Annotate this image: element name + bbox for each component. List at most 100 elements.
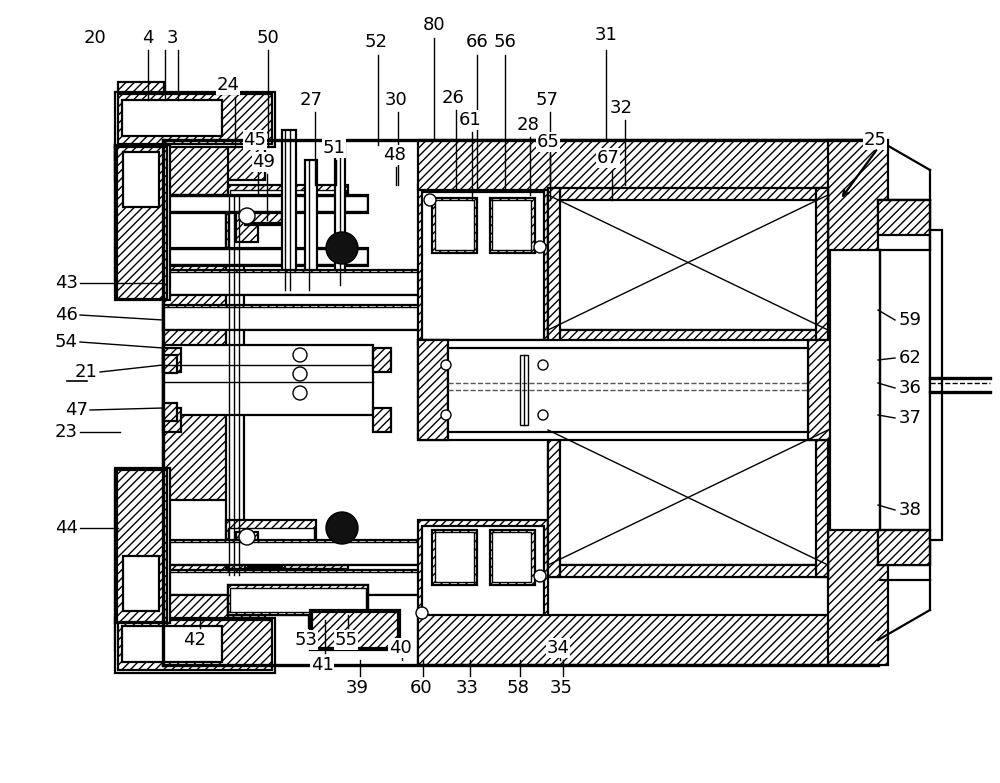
Text: 37: 37 bbox=[898, 409, 922, 427]
Bar bbox=[118, 100, 218, 122]
Text: 42: 42 bbox=[184, 631, 207, 649]
Text: 52: 52 bbox=[364, 33, 388, 51]
Bar bbox=[163, 570, 418, 595]
Bar bbox=[163, 305, 418, 330]
Text: 50: 50 bbox=[257, 29, 279, 47]
Bar bbox=[435, 200, 474, 250]
Text: 56: 56 bbox=[494, 33, 516, 51]
Bar bbox=[490, 198, 535, 253]
Bar bbox=[230, 190, 346, 204]
Bar bbox=[448, 348, 808, 432]
Text: 62: 62 bbox=[899, 349, 921, 367]
Bar bbox=[118, 94, 272, 144]
Text: 45: 45 bbox=[244, 131, 266, 149]
Bar bbox=[548, 330, 828, 342]
Text: 65: 65 bbox=[537, 133, 559, 151]
Bar bbox=[418, 340, 448, 440]
Text: 27: 27 bbox=[300, 91, 322, 109]
Bar bbox=[808, 340, 838, 440]
Bar bbox=[228, 565, 348, 587]
Circle shape bbox=[239, 529, 255, 545]
Text: 44: 44 bbox=[55, 519, 78, 537]
Bar bbox=[816, 188, 828, 343]
Circle shape bbox=[416, 607, 428, 619]
Bar bbox=[312, 612, 398, 648]
Text: 58: 58 bbox=[507, 679, 529, 697]
Bar bbox=[163, 408, 181, 432]
Bar bbox=[245, 550, 285, 568]
Circle shape bbox=[293, 367, 307, 381]
Bar bbox=[230, 588, 366, 612]
Bar bbox=[163, 542, 418, 564]
Text: 46: 46 bbox=[55, 306, 78, 324]
Bar bbox=[226, 195, 244, 575]
Bar bbox=[282, 130, 296, 290]
Circle shape bbox=[239, 208, 255, 224]
Bar bbox=[163, 540, 418, 565]
Bar bbox=[878, 200, 930, 235]
Bar bbox=[163, 572, 418, 594]
Bar bbox=[115, 468, 170, 623]
Bar bbox=[118, 620, 272, 670]
Bar bbox=[305, 160, 317, 290]
Bar bbox=[123, 152, 159, 207]
Text: 26: 26 bbox=[442, 89, 464, 107]
Bar bbox=[117, 147, 167, 299]
Bar bbox=[830, 250, 880, 530]
Text: 67: 67 bbox=[597, 149, 619, 167]
Bar bbox=[122, 626, 222, 662]
Bar bbox=[228, 185, 348, 207]
Text: 38: 38 bbox=[899, 501, 921, 519]
Text: 4: 4 bbox=[142, 29, 154, 47]
Text: 47: 47 bbox=[65, 401, 88, 419]
Bar bbox=[118, 620, 164, 665]
Bar bbox=[118, 638, 218, 660]
Bar bbox=[245, 207, 285, 225]
Bar bbox=[878, 200, 930, 565]
Text: 3: 3 bbox=[166, 29, 178, 47]
Bar bbox=[125, 107, 157, 122]
Bar bbox=[226, 200, 316, 255]
Bar bbox=[230, 568, 346, 582]
Bar bbox=[435, 532, 474, 582]
Bar bbox=[165, 249, 367, 264]
Bar bbox=[125, 640, 157, 655]
Bar bbox=[548, 423, 560, 577]
Bar bbox=[418, 615, 878, 665]
Bar bbox=[228, 585, 368, 615]
Bar bbox=[548, 430, 828, 565]
Bar bbox=[163, 195, 228, 260]
Text: 36: 36 bbox=[899, 379, 921, 397]
Text: 28: 28 bbox=[517, 116, 539, 134]
Circle shape bbox=[441, 360, 451, 370]
Bar bbox=[115, 92, 275, 147]
Text: 30: 30 bbox=[385, 91, 407, 109]
Bar bbox=[165, 196, 367, 211]
Bar bbox=[520, 355, 528, 425]
Bar bbox=[548, 565, 828, 577]
Text: 35: 35 bbox=[550, 679, 572, 697]
Bar bbox=[163, 348, 181, 372]
Bar bbox=[310, 610, 400, 650]
Bar bbox=[163, 345, 373, 415]
Text: 80: 80 bbox=[423, 16, 445, 34]
Text: 60: 60 bbox=[410, 679, 432, 697]
Bar bbox=[163, 195, 368, 213]
Text: 57: 57 bbox=[536, 91, 558, 109]
Circle shape bbox=[326, 232, 358, 264]
Text: 32: 32 bbox=[610, 99, 633, 117]
Text: 41: 41 bbox=[311, 656, 333, 674]
Text: 39: 39 bbox=[346, 679, 368, 697]
Circle shape bbox=[424, 194, 436, 206]
Bar bbox=[163, 272, 418, 294]
Bar bbox=[418, 340, 838, 440]
Text: 61: 61 bbox=[459, 111, 481, 129]
Bar bbox=[118, 82, 164, 112]
Text: 49: 49 bbox=[252, 153, 276, 171]
Bar bbox=[118, 640, 164, 670]
Bar bbox=[228, 208, 314, 248]
Bar bbox=[878, 530, 930, 565]
Bar bbox=[548, 423, 828, 435]
Bar bbox=[115, 618, 275, 673]
Bar bbox=[228, 528, 314, 568]
